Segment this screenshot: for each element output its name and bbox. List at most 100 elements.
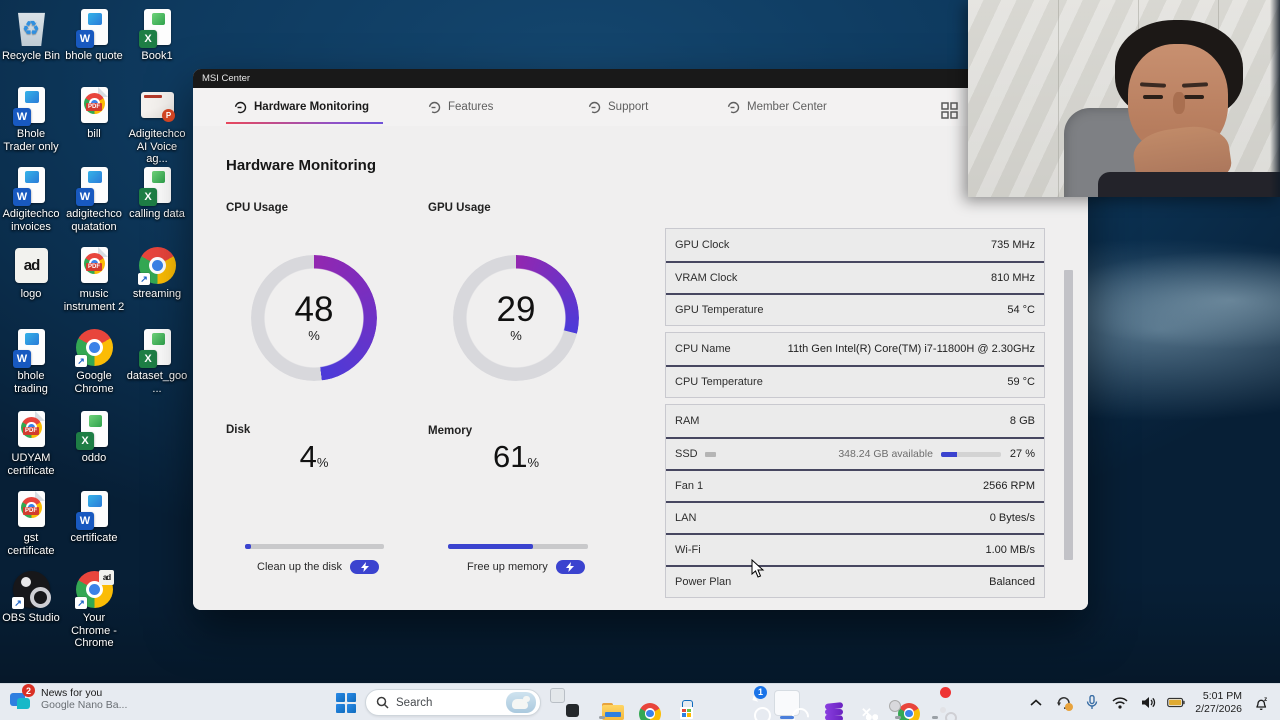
tray-microphone-icon[interactable] bbox=[1083, 694, 1101, 712]
taskbar-brave-button[interactable] bbox=[700, 690, 726, 716]
taskbar-obs-studio-button[interactable] bbox=[922, 686, 951, 719]
desktop-icon-bill[interactable]: PDF bill bbox=[63, 86, 125, 141]
taskbar-msi-center-button[interactable] bbox=[774, 689, 800, 719]
desktop-icon-label: calling data bbox=[129, 208, 185, 220]
disk-usage-unit: % bbox=[316, 455, 329, 470]
stat-label: CPU Temperature bbox=[675, 376, 763, 388]
desktop-icon-label: Book1 bbox=[141, 50, 173, 62]
stat-row-cpu-name: CPU Name 11th Gen Intel(R) Core(TM) i7-11… bbox=[666, 333, 1044, 365]
chrome-shortcut-icon: ↗ bbox=[73, 328, 115, 368]
news-widget-button[interactable]: 2 News for you Google Nano Ba... bbox=[10, 684, 128, 711]
news-subtitle: Google Nano Ba... bbox=[41, 699, 128, 711]
stat-value: 27 % bbox=[1009, 448, 1035, 460]
chrome-shortcut-icon: ↗ bbox=[136, 246, 178, 286]
desktop-icon-label: bhole trading bbox=[14, 370, 48, 395]
desktop-icon-label: Recycle Bin bbox=[1, 50, 61, 62]
desktop-icon-label: adigitechco quatation bbox=[66, 208, 122, 233]
taskbar-app-list: 1 bbox=[552, 685, 951, 720]
desktop-icon-adigitechco-invoices[interactable]: W Adigitechco invoices bbox=[0, 166, 62, 233]
desktop-icon-oddo[interactable]: X oddo bbox=[63, 410, 125, 465]
word-icon: W bbox=[10, 166, 52, 206]
clean-up-disk-button[interactable] bbox=[350, 560, 379, 574]
desktop-icon-label: oddo bbox=[81, 452, 107, 464]
desktop-icon-bhole-trading[interactable]: W bhole trading bbox=[0, 328, 62, 395]
window-titlebar[interactable]: MSI Center bbox=[193, 69, 1088, 88]
tray-update-icon[interactable] bbox=[1055, 694, 1074, 712]
tab-icon bbox=[588, 101, 601, 114]
desktop-icon-recycle-bin[interactable]: ♻ Recycle Bin bbox=[0, 8, 62, 63]
desktop-icon-adigitechco-quatation[interactable]: W adigitechco quatation bbox=[63, 166, 125, 233]
taskbar-whatsapp-button[interactable]: 1 bbox=[737, 685, 767, 716]
desktop-icon-label: streaming bbox=[132, 288, 182, 300]
desktop-icon-calling-data[interactable]: X calling data bbox=[126, 166, 188, 221]
taskbar-microsoft-store-button[interactable] bbox=[663, 690, 691, 717]
pdf-icon: PDF bbox=[73, 86, 115, 126]
stat-row-wi-fi: Wi-Fi 1.00 MB/s bbox=[666, 533, 1044, 565]
tray-volume-icon[interactable] bbox=[1139, 694, 1157, 712]
stat-label: VRAM Clock bbox=[675, 272, 738, 284]
stats-scrollbar-thumb[interactable] bbox=[1064, 270, 1073, 560]
stat-value: 8 GB bbox=[1009, 415, 1035, 427]
stat-value: 1.00 MB/s bbox=[985, 544, 1035, 556]
tab-hardware-monitoring[interactable]: Hardware Monitoring bbox=[226, 88, 384, 126]
desktop-icon-bhole-trader-only[interactable]: W Bhole Trader only bbox=[0, 86, 62, 153]
hardware-stats-panel: GPU Clock 735 MHz VRAM Clock 810 MHz GPU Tem… bbox=[665, 228, 1045, 604]
stat-label: SSD bbox=[675, 448, 698, 460]
desktop-icon-certificate[interactable]: W certificate bbox=[63, 490, 125, 545]
tray-battery-icon[interactable] bbox=[1167, 694, 1185, 712]
apps-grid-icon[interactable] bbox=[941, 102, 958, 119]
stat-row-fan-1: Fan 1 2566 RPM bbox=[666, 469, 1044, 501]
cpu-usage-value: 48 bbox=[294, 290, 334, 329]
tab-support[interactable]: Support bbox=[588, 88, 648, 126]
stat-label: Wi-Fi bbox=[675, 544, 701, 556]
gpu-usage-label: GPU Usage bbox=[428, 202, 491, 214]
free-up-memory-button[interactable] bbox=[555, 560, 585, 574]
desktop-icon-dataset-goo[interactable]: X dataset_goo... bbox=[126, 328, 188, 395]
svg-text:z: z bbox=[1264, 696, 1268, 703]
desktop-icon-streaming[interactable]: ↗ streaming bbox=[126, 246, 188, 301]
taskbar-search-input[interactable]: Search bbox=[365, 689, 541, 716]
taskbar-clock[interactable]: 5:01 PM 2/27/2026 bbox=[1195, 690, 1242, 715]
word-icon: W bbox=[10, 86, 52, 126]
desktop-icon-book1[interactable]: X Book1 bbox=[126, 8, 188, 63]
desktop-icon-google-chrome[interactable]: ↗ Google Chrome bbox=[63, 328, 125, 395]
desktop-icon-obs-studio[interactable]: ↗ OBS Studio bbox=[0, 570, 62, 625]
gpu-usage-gauge: 29 % bbox=[453, 255, 579, 381]
desktop-icon-label: UDYAM certificate bbox=[7, 452, 55, 477]
taskbar-purple-app-button[interactable] bbox=[811, 690, 844, 720]
taskbar-chrome-profile-button[interactable] bbox=[885, 690, 920, 720]
tray-chevron-up-icon[interactable] bbox=[1027, 694, 1045, 712]
stat-label: LAN bbox=[675, 512, 697, 524]
desktop-icon-your-chrome-chrome[interactable]: ↗ ad Your Chrome - Chrome bbox=[63, 570, 125, 650]
taskbar-chrome-button[interactable] bbox=[626, 690, 661, 720]
desktop-icon-logo[interactable]: ad logo bbox=[0, 246, 62, 301]
memory-usage-unit: % bbox=[527, 455, 540, 470]
clean-up-disk-label: Clean up the disk bbox=[257, 561, 342, 573]
desktop-icon-label: Bhole Trader only bbox=[3, 128, 59, 153]
tab-features[interactable]: Features bbox=[428, 88, 493, 126]
desktop-icon-music-instrument-2[interactable]: PDF music instrument 2 bbox=[63, 246, 125, 313]
desktop-icon-bhole-quote[interactable]: W bhole quote bbox=[63, 8, 125, 63]
free-up-memory-action[interactable]: Free up memory bbox=[467, 560, 585, 574]
tab-member-center[interactable]: Member Center bbox=[727, 88, 827, 126]
taskbar-xbox-button[interactable] bbox=[848, 690, 874, 716]
start-button[interactable] bbox=[333, 690, 359, 716]
news-widget-icon: 2 bbox=[10, 684, 35, 710]
stat-card: GPU Clock 735 MHz VRAM Clock 810 MHz GPU Tem… bbox=[665, 228, 1045, 326]
taskbar-file-explorer-button[interactable] bbox=[589, 690, 621, 719]
ssd-usage-bar bbox=[940, 451, 1001, 457]
word-icon: W bbox=[73, 166, 115, 206]
lightning-icon bbox=[360, 562, 369, 572]
obs-icon: ↗ bbox=[10, 570, 52, 610]
gpu-usage-unit: % bbox=[510, 328, 522, 343]
tray-wifi-icon[interactable] bbox=[1111, 694, 1129, 712]
stat-row-lan: LAN 0 Bytes/s bbox=[666, 501, 1044, 533]
cpu-usage-label: CPU Usage bbox=[226, 202, 288, 214]
tray-notification-bell-icon[interactable]: z bbox=[1252, 694, 1272, 712]
taskbar-task-view-button[interactable] bbox=[552, 690, 578, 716]
word-icon: W bbox=[73, 8, 115, 48]
desktop-icon-udyam-certificate[interactable]: PDF UDYAM certificate bbox=[0, 410, 62, 477]
clean-up-disk-action[interactable]: Clean up the disk bbox=[257, 560, 379, 574]
desktop-icon-gst-certificate[interactable]: PDF gst certificate bbox=[0, 490, 62, 557]
desktop-icon-adigitechco-ai-voice-ag[interactable]: P Adigitechco AI Voice ag... bbox=[126, 86, 188, 166]
